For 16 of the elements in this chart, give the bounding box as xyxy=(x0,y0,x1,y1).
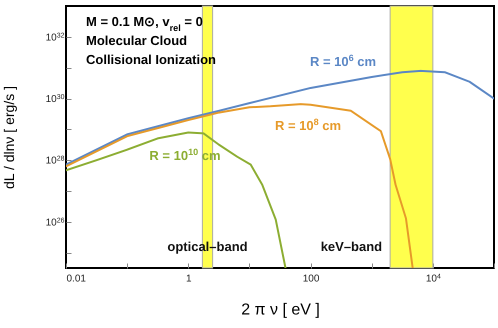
y-tick-label: 10$^{30}$ xyxy=(46,94,65,106)
x-tick-label: 1 xyxy=(186,274,192,284)
annotation: Molecular Cloud xyxy=(86,33,188,48)
y-tick-label: 10$^{26}$ xyxy=(46,216,65,228)
x-tick-label: 0.01 xyxy=(66,274,86,284)
series-label: R = 10$^{8}$ cm xyxy=(274,117,342,133)
x-tick-label: 100 xyxy=(302,274,320,284)
y-tick-label: 10$^{28}$ xyxy=(46,155,65,167)
x-tick-label: 10$^{4}$ xyxy=(426,273,441,284)
y-axis-title: dL / dlnν [ erg/s ] xyxy=(0,86,17,189)
annotation: M = 0.1 M⊙, v$_{rel}$ = 0 xyxy=(86,14,203,33)
x-axis-title: 2 π ν [ eV ] xyxy=(241,302,320,318)
band-label: keV–band xyxy=(320,239,382,254)
series-label: R = 10$^{10}$ cm xyxy=(149,147,221,163)
y-tick-label: 10$^{32}$ xyxy=(46,32,65,44)
series-label: R = 10$^{6}$ cm xyxy=(310,53,376,69)
